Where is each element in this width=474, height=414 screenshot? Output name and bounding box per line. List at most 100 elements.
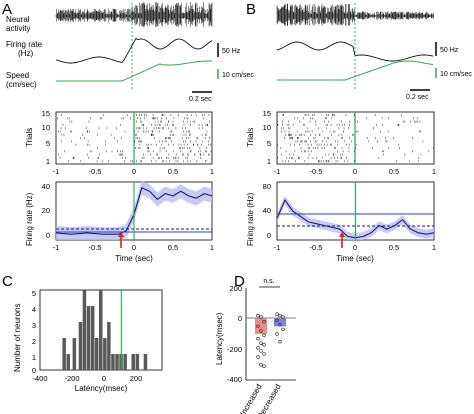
raster-xtick: -0.5 [310, 167, 323, 176]
panel-a-psth: 40 20 0 Firing rate (Hz) -1 -0.5 0 0.5 1… [25, 180, 214, 263]
psth-xtick: -0.5 [89, 243, 102, 252]
latency-dot [275, 312, 279, 316]
raster-xtick: 0.5 [389, 167, 399, 176]
latency-dot [256, 346, 260, 350]
raster-xtick: 0 [132, 167, 136, 176]
latency-dot [259, 349, 263, 353]
latency-arrow-head [339, 232, 345, 237]
latency-ytick: 0 [238, 314, 242, 323]
significance-label: n.s. [263, 278, 274, 285]
psth-xtick: 0 [132, 243, 136, 252]
histogram-bar [94, 338, 99, 370]
raster-xtick: 0 [353, 167, 357, 176]
raster-spikes [55, 114, 212, 163]
psth-xlabel: Time (sec) [336, 254, 374, 263]
speed-scale-label: 10 cm/sec [222, 72, 254, 79]
psth-ylabel: Firing rate (Hz) [25, 192, 34, 246]
latency-dot [262, 320, 266, 324]
psth-xlabel: Time (sec) [115, 254, 153, 263]
latency-dot [281, 327, 285, 332]
latency-dot [259, 329, 263, 333]
raster-ylabel: Trials [246, 128, 255, 147]
psth-ylabel: Firing rate (Hz) [246, 192, 255, 246]
histogram-bar [72, 338, 77, 370]
firing-rate-line [276, 198, 435, 239]
raster-xtick: -1 [53, 167, 60, 176]
raster-ytick: 1 [267, 157, 271, 166]
histogram-bars [62, 290, 148, 370]
raster-ytick: 5 [267, 139, 271, 148]
rate-scale-label: 50 Hz [222, 48, 241, 55]
raster-xtick: 1 [432, 167, 436, 176]
panel-b-label: B [246, 1, 256, 18]
latency-arrow-head [118, 232, 124, 237]
latency-dot [256, 324, 260, 328]
psth-plot [55, 180, 213, 248]
psth-ytick: 40 [42, 182, 50, 191]
psth-xtick: -0.5 [310, 243, 323, 252]
hist-ytick: 2 [32, 337, 36, 346]
latency-dot [256, 313, 260, 318]
raster-ytick: 15 [263, 109, 271, 118]
panel-c-label: C [2, 273, 13, 290]
hist-ytick: 4 [32, 305, 36, 314]
speed-trace [56, 60, 213, 82]
psth-xtick: 1 [432, 243, 436, 252]
latency-dot [262, 364, 266, 368]
histogram-bar [78, 322, 83, 370]
histogram-bar [103, 338, 107, 370]
raster-xtick: 0.5 [168, 167, 178, 176]
psth-plot [276, 182, 435, 248]
latency-dot [256, 336, 260, 341]
psth-ytick: 20 [42, 206, 50, 215]
latency-dot [259, 315, 263, 319]
neural-activity-label: Neural activity [6, 15, 30, 33]
raster-ytick: 10 [263, 123, 271, 132]
histogram-bar [107, 322, 111, 370]
hist-xtick: -200 [64, 374, 79, 383]
psth-ytick: 0 [267, 231, 271, 240]
rate-scale-label: 50 Hz [440, 47, 459, 54]
raster-ylabel: Trials [25, 128, 34, 147]
histogram-bar [90, 306, 95, 370]
firing-rate-label: Firing rate (Hz) [6, 40, 43, 58]
latency-dot [262, 333, 266, 338]
neural-spike-trace [55, 2, 213, 28]
raster-xtick: 1 [210, 167, 214, 176]
histogram-bar [111, 354, 115, 370]
panel-c-histogram: 5 4 3 2 1 0 Number of neurons -400 -200 … [13, 289, 163, 393]
latency-dot [259, 363, 263, 367]
firing-rate-line [55, 187, 213, 235]
hist-xlabel: Latency(msec) [75, 384, 128, 393]
confidence-band [277, 195, 434, 240]
panel-b-traces [276, 3, 434, 90]
psth-xtick: 0 [353, 243, 357, 252]
speed-label: Speed (cm/sec) [6, 71, 37, 89]
latency-dot [278, 313, 282, 318]
histogram-bar [123, 354, 127, 370]
raster-ytick: 5 [46, 139, 50, 148]
panel-a-traces [55, 2, 213, 90]
panel-a-label: A [2, 1, 12, 18]
hist-xtick: 200 [130, 374, 143, 383]
raster-ytick: 1 [46, 157, 50, 166]
psth-ytick: 0 [46, 231, 50, 240]
raster-ytick: 10 [42, 123, 50, 132]
hist-ytick: 1 [32, 353, 36, 362]
latency-bars [255, 312, 286, 368]
latency-bar [255, 318, 267, 334]
latency-ylabel: Latency(msec) [215, 312, 224, 365]
hist-ytick: 0 [32, 366, 36, 375]
panel-b-psth: 80 40 0 Firing rate (Hz) -1 -0.5 0 0.5 1… [246, 181, 436, 263]
latency-dot [262, 343, 266, 347]
raster-spikes [277, 114, 434, 163]
latency-dot [275, 318, 279, 322]
hist-ylabel: Number of neurons [13, 304, 22, 372]
latency-ytick: -400 [227, 375, 242, 384]
hist-xtick: 0 [102, 374, 106, 383]
latency-dot [259, 341, 263, 345]
latency-dot [262, 352, 266, 356]
neural-spike-trace [276, 3, 434, 26]
raster-xtick: -0.5 [89, 167, 102, 176]
latency-dot [281, 315, 285, 319]
